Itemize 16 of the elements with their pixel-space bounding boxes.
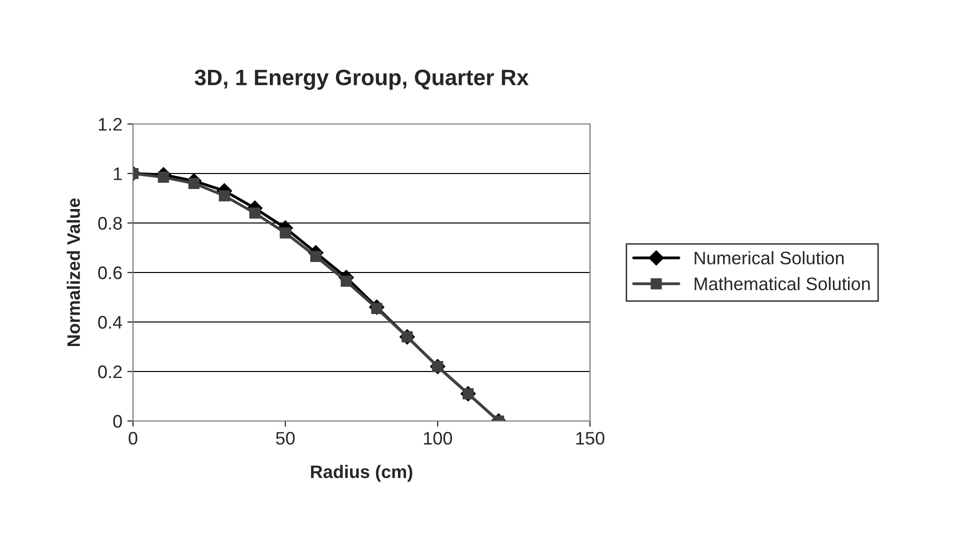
x-axis-title: Radius (cm) <box>311 464 412 482</box>
chart-title: 3D, 1 Energy Group, Quarter Rx <box>194 70 529 90</box>
x-tick-label: 100 <box>424 432 452 445</box>
y-tick-label: 1.2 <box>98 118 122 131</box>
y-tick-label: 0.8 <box>98 216 122 230</box>
legend-label: Numerical Solution <box>694 251 844 264</box>
x-tick-label: 150 <box>576 432 604 445</box>
y-tick-label: 0.2 <box>98 365 122 378</box>
y-tick-label: 0 <box>113 414 122 428</box>
legend-label: Mathematical Solution <box>694 277 870 290</box>
x-tick-label: 0 <box>128 432 138 445</box>
y-axis-title: Normalized Value <box>66 198 80 346</box>
x-tick-label: 50 <box>276 432 295 445</box>
y-tick-label: 0.6 <box>98 266 122 280</box>
y-tick-label: 0.4 <box>98 316 122 329</box>
y-tick-label: 1 <box>114 168 122 180</box>
